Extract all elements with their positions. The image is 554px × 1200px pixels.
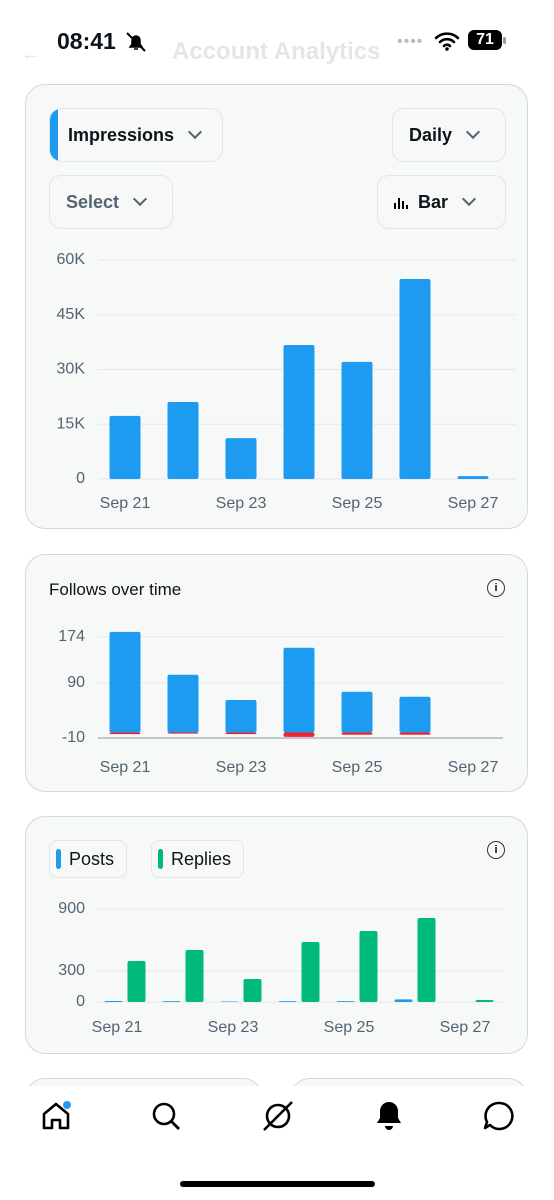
mute-icon xyxy=(126,32,146,52)
bar-icon xyxy=(394,198,408,209)
wifi-icon xyxy=(434,32,460,51)
legend-item[interactable]: Posts xyxy=(49,840,128,878)
notifications-tab[interactable] xyxy=(373,1099,405,1133)
metric-dropdown[interactable]: Impressions xyxy=(49,108,223,162)
legend-swatch xyxy=(56,849,61,869)
search-tab[interactable] xyxy=(150,1100,182,1132)
header-title: Account Analytics xyxy=(172,38,381,65)
legend-label: Replies xyxy=(171,848,232,869)
chart-style-label: Bar xyxy=(418,191,449,212)
battery: 71 xyxy=(468,30,502,50)
card-title: Follows over time xyxy=(49,580,182,599)
legend: Posts Replies xyxy=(49,840,245,878)
clock: 08:41 xyxy=(57,28,116,54)
home-tab[interactable] xyxy=(40,1100,72,1132)
legend-item[interactable]: Replies xyxy=(151,840,245,878)
signal-dots: •••• xyxy=(397,33,424,50)
legend-label: Posts xyxy=(69,848,115,869)
grok-tab[interactable] xyxy=(260,1098,296,1134)
posts-card: Posts Replies i xyxy=(25,816,528,1054)
battery-cap xyxy=(503,37,506,44)
info-icon[interactable]: i xyxy=(487,841,505,859)
filter-dropdown[interactable]: Select xyxy=(49,175,173,229)
filter-label: Select xyxy=(66,191,120,212)
home-indicator xyxy=(180,1181,375,1187)
impressions-card: Impressions Daily Select Bar xyxy=(25,84,528,529)
nav-bar xyxy=(0,1086,554,1200)
back-arrow[interactable]: ← xyxy=(20,40,42,65)
info-icon[interactable]: i xyxy=(487,579,505,597)
legend-swatch xyxy=(158,849,164,869)
period-label: Daily xyxy=(409,124,453,145)
messages-tab[interactable] xyxy=(482,1099,516,1133)
chart-style-dropdown[interactable]: Bar xyxy=(377,175,506,229)
metric-label: Impressions xyxy=(68,124,175,145)
follows-card: Follows over time i xyxy=(25,554,528,792)
period-dropdown[interactable]: Daily xyxy=(392,108,506,162)
